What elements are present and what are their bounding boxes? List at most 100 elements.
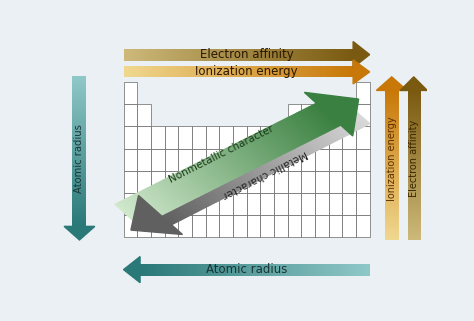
Polygon shape [308, 123, 332, 144]
Polygon shape [261, 130, 288, 153]
Polygon shape [143, 189, 170, 212]
Bar [219, 126, 233, 149]
Polygon shape [125, 198, 152, 221]
Bar [151, 193, 164, 215]
Text: Metallic character: Metallic character [221, 148, 309, 200]
Polygon shape [248, 136, 275, 159]
Polygon shape [219, 169, 243, 189]
Polygon shape [376, 77, 407, 91]
Polygon shape [118, 202, 144, 225]
Polygon shape [281, 137, 305, 158]
Polygon shape [353, 41, 370, 68]
Polygon shape [241, 140, 268, 163]
Bar [342, 215, 356, 238]
Bar [328, 215, 342, 238]
Bar [233, 193, 246, 215]
Polygon shape [175, 173, 202, 196]
Polygon shape [269, 126, 295, 149]
Polygon shape [219, 151, 245, 174]
Polygon shape [157, 200, 182, 221]
Polygon shape [353, 60, 370, 84]
Polygon shape [199, 179, 223, 199]
Polygon shape [194, 181, 219, 202]
Bar [192, 215, 206, 238]
Bar [137, 149, 151, 171]
Polygon shape [333, 110, 357, 131]
Bar [315, 104, 328, 126]
Polygon shape [276, 122, 303, 145]
Polygon shape [293, 131, 318, 152]
Polygon shape [131, 195, 182, 234]
Polygon shape [264, 146, 288, 167]
Polygon shape [155, 202, 179, 222]
Polygon shape [271, 125, 298, 148]
Bar [246, 215, 260, 238]
Polygon shape [343, 105, 367, 126]
Text: Electron affinity: Electron affinity [200, 48, 293, 61]
Text: Atomic radius: Atomic radius [74, 124, 84, 193]
Bar [206, 149, 219, 171]
Bar [356, 149, 370, 171]
Polygon shape [168, 177, 195, 200]
Bar [260, 171, 274, 193]
Bar [164, 126, 178, 149]
Polygon shape [187, 185, 211, 206]
Polygon shape [229, 163, 253, 184]
Polygon shape [323, 116, 347, 136]
Bar [274, 171, 288, 193]
Polygon shape [226, 165, 251, 186]
Bar [328, 171, 342, 193]
Bar [260, 215, 274, 238]
Polygon shape [198, 161, 225, 185]
Polygon shape [256, 150, 281, 170]
Bar [151, 171, 164, 193]
Bar [124, 193, 137, 215]
Bar [233, 126, 246, 149]
Polygon shape [301, 109, 328, 133]
Bar [288, 215, 301, 238]
Polygon shape [306, 124, 330, 145]
Bar [178, 149, 192, 171]
Polygon shape [197, 180, 221, 201]
Polygon shape [216, 152, 243, 176]
Bar [192, 171, 206, 193]
Polygon shape [278, 138, 303, 159]
Polygon shape [209, 174, 233, 195]
Polygon shape [283, 136, 308, 157]
Polygon shape [184, 186, 209, 207]
Polygon shape [140, 190, 167, 213]
Bar [301, 126, 315, 149]
Polygon shape [231, 145, 257, 168]
Bar [301, 104, 315, 126]
Bar [288, 193, 301, 215]
Polygon shape [284, 118, 310, 142]
Bar [219, 193, 233, 215]
Bar [219, 149, 233, 171]
Polygon shape [303, 126, 328, 146]
Polygon shape [266, 127, 293, 150]
Polygon shape [163, 179, 190, 202]
Polygon shape [207, 175, 231, 196]
Polygon shape [400, 77, 427, 91]
Bar [260, 149, 274, 171]
Polygon shape [214, 171, 238, 192]
Polygon shape [314, 103, 341, 126]
Bar [206, 126, 219, 149]
Polygon shape [320, 117, 345, 138]
Polygon shape [281, 120, 308, 143]
Polygon shape [191, 182, 216, 203]
Bar [206, 171, 219, 193]
Bar [356, 104, 370, 126]
Polygon shape [301, 127, 325, 148]
Bar [192, 193, 206, 215]
Bar [219, 215, 233, 238]
Polygon shape [316, 119, 340, 140]
Polygon shape [182, 187, 206, 208]
Text: Electron affinity: Electron affinity [409, 120, 419, 197]
Polygon shape [226, 148, 253, 170]
Polygon shape [165, 178, 192, 201]
Bar [301, 171, 315, 193]
Bar [288, 104, 301, 126]
Polygon shape [64, 226, 95, 240]
Polygon shape [221, 150, 247, 173]
